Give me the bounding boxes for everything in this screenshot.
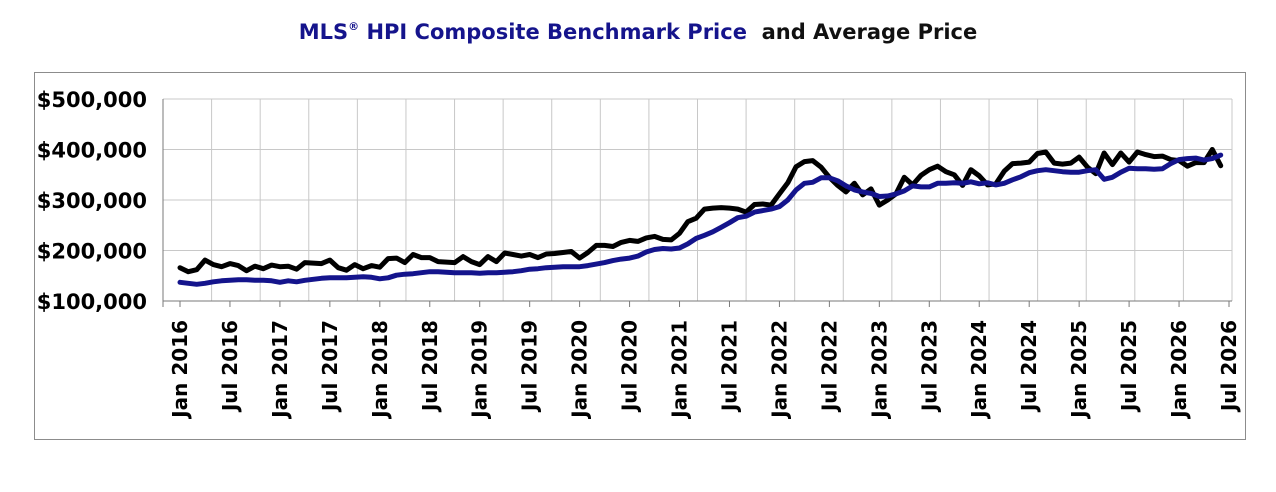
x-tick-label: Jan 2016 (168, 320, 192, 420)
x-tick-label: Jan 2025 (1067, 320, 1091, 420)
y-tick-label: $200,000 (37, 240, 147, 264)
x-tick-label: Jul 2025 (1117, 320, 1141, 413)
y-tick-label: $500,000 (37, 88, 147, 112)
x-tick-label: Jul 2018 (418, 320, 442, 413)
x-tick-label: Jul 2016 (218, 320, 242, 413)
x-tick-label: Jul 2020 (618, 320, 642, 413)
x-tick-label: Jan 2018 (368, 320, 392, 420)
x-tick-label: Jul 2017 (318, 320, 342, 413)
x-tick-label: Jan 2026 (1167, 320, 1191, 420)
x-tick-label: Jan 2021 (668, 320, 692, 420)
chart-frame (34, 72, 1246, 440)
x-tick-label: Jul 2024 (1017, 320, 1041, 413)
y-tick-label: $300,000 (37, 189, 147, 213)
x-tick-label: Jan 2023 (867, 320, 891, 420)
x-tick-label: Jul 2021 (717, 320, 741, 413)
chart-title: MLS® HPI Composite Benchmark Price and A… (0, 20, 1276, 44)
y-tick-label: $400,000 (37, 139, 147, 163)
title-part-average: and Average Price (761, 20, 978, 44)
benchmark-price-line (177, 152, 1224, 287)
x-tick-label: Jul 2026 (1217, 320, 1241, 413)
x-tick-label: Jul 2023 (917, 320, 941, 413)
x-tick-label: Jan 2019 (468, 320, 492, 420)
y-tick-label: $100,000 (37, 290, 147, 314)
x-tick-label: Jan 2017 (268, 320, 292, 420)
x-tick-label: Jan 2020 (568, 320, 592, 420)
x-tick-label: Jul 2019 (518, 320, 542, 413)
x-tick-label: Jul 2022 (817, 320, 841, 413)
title-part-benchmark: MLS® HPI Composite Benchmark Price (298, 20, 747, 44)
average-price-line (177, 147, 1224, 275)
x-tick-label: Jan 2022 (767, 320, 791, 420)
x-tick-label: Jan 2024 (967, 320, 991, 420)
